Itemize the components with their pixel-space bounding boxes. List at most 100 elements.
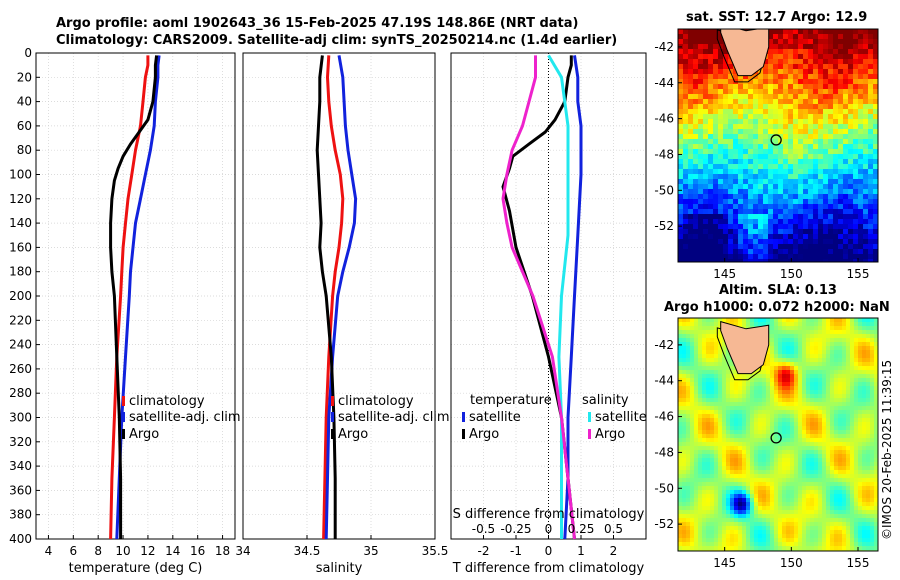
map-cell (798, 229, 804, 235)
map-cell (773, 174, 779, 180)
map-cell (794, 350, 799, 355)
map-cell (854, 466, 859, 471)
map-cell (873, 199, 878, 205)
map-cell (814, 406, 819, 411)
map-cell (698, 494, 703, 499)
map-cell (858, 458, 863, 463)
map-cell (798, 426, 803, 431)
map-cell (788, 39, 794, 45)
map-cell (843, 209, 849, 215)
map-cell (690, 530, 695, 535)
map-cell (843, 149, 849, 155)
map-cell (833, 39, 839, 45)
map-cell (754, 406, 759, 411)
map-cell (782, 526, 787, 531)
map-cell (714, 498, 719, 503)
map-cell (854, 506, 859, 511)
map-cell (850, 382, 855, 387)
map-cell (698, 229, 704, 235)
map-cell (838, 144, 844, 150)
map-cell (846, 458, 851, 463)
map-cell (846, 466, 851, 471)
map-cell (773, 154, 779, 160)
map-cell (802, 490, 807, 495)
map-cell (748, 99, 754, 105)
map-cell (718, 189, 724, 195)
map-cell (802, 530, 807, 535)
map-cell (718, 334, 723, 339)
map-cell (858, 374, 863, 379)
x-tick-label: 4 (45, 544, 53, 558)
map-cell (850, 418, 855, 423)
map-cell (706, 510, 711, 515)
map-cell (782, 366, 787, 371)
map-cell (793, 244, 799, 250)
map-cell (762, 458, 767, 463)
map-cell (702, 518, 707, 523)
map-cell (858, 79, 864, 85)
map-cell (786, 510, 791, 515)
map-cell (702, 346, 707, 351)
map-cell (726, 414, 731, 419)
map-cell (734, 502, 739, 507)
map-cell (718, 234, 724, 240)
map-cell (762, 538, 767, 543)
map-cell (873, 89, 878, 95)
map-cell (833, 234, 839, 240)
map-cell (702, 462, 707, 467)
map-cell (803, 144, 809, 150)
map-cell (773, 214, 779, 220)
map-cell (678, 34, 684, 40)
map-cell (858, 502, 863, 507)
map-cell (870, 538, 875, 543)
map-cell (773, 59, 779, 65)
map-cell (783, 169, 789, 175)
map-cell (753, 244, 759, 250)
map-cell (802, 402, 807, 407)
map-cell (773, 254, 779, 260)
map-cell (850, 318, 855, 323)
map-cell (806, 482, 811, 487)
map-cell (858, 174, 864, 180)
map-cell (793, 54, 799, 60)
map-cell (818, 322, 823, 327)
map-cell (846, 494, 851, 499)
map-cell (798, 530, 803, 535)
map-cell (714, 546, 719, 551)
map-cell (728, 99, 734, 105)
map-cell (718, 350, 723, 355)
map-cell (683, 74, 689, 80)
map-cell (686, 366, 691, 371)
map-cell (842, 406, 847, 411)
map-cell (683, 29, 689, 35)
map-cell (738, 410, 743, 415)
map-cell (853, 84, 859, 90)
map-cell (802, 398, 807, 403)
map-cell (730, 482, 735, 487)
map-cell (682, 430, 687, 435)
map-cell (798, 534, 803, 539)
map-cell (803, 119, 809, 125)
map-cell (866, 510, 871, 515)
map-cell (782, 506, 787, 511)
map-cell (813, 254, 819, 260)
map-cell (778, 239, 784, 245)
map-cell (870, 386, 875, 391)
map-cell (698, 84, 704, 90)
map-cell (734, 454, 739, 459)
map-cell (694, 434, 699, 439)
x-tick-label: 8 (94, 544, 102, 558)
map-cell (693, 254, 699, 260)
map-cell (742, 418, 747, 423)
map-cell (688, 64, 694, 70)
map-cell (738, 239, 744, 245)
map-cell (773, 29, 779, 35)
map-cell (846, 382, 851, 387)
map-cell (768, 229, 774, 235)
map-cell (728, 174, 734, 180)
map-cell (730, 538, 735, 543)
map-cell (763, 99, 769, 105)
map-cell (843, 74, 849, 80)
map-cell (738, 149, 744, 155)
map-cell (713, 94, 719, 100)
